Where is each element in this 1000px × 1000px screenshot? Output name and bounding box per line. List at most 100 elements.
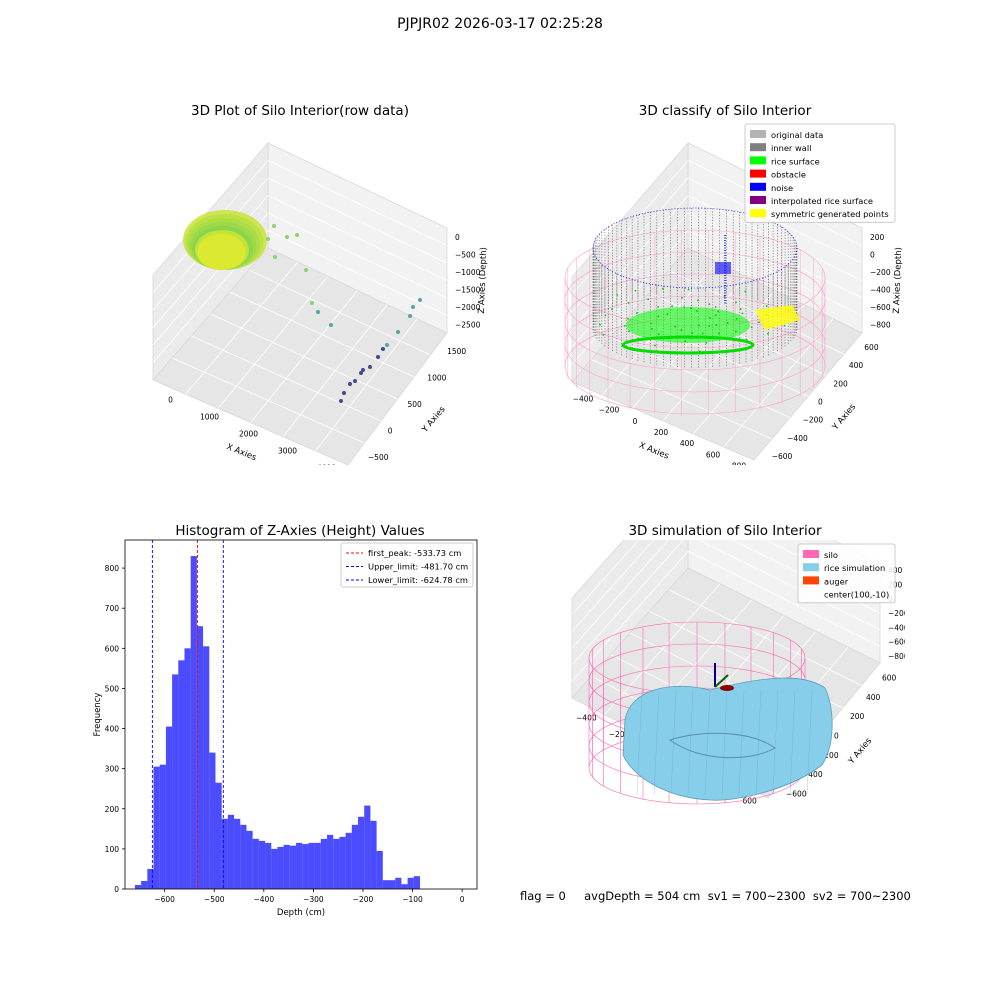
x-tick-label: 600 <box>743 797 758 806</box>
rice-point <box>635 312 638 314</box>
surface-contour <box>668 732 776 759</box>
rice-point <box>708 303 711 306</box>
mesh-line <box>755 689 762 796</box>
grid-line <box>571 540 669 649</box>
y-tick-label: −500 <box>368 453 389 462</box>
data-point <box>385 343 389 347</box>
histogram-bar <box>178 660 185 889</box>
histogram-bar <box>339 836 346 889</box>
x-tick-label: 400 <box>680 439 695 448</box>
mesh-line <box>789 689 796 796</box>
auger-marker <box>720 685 734 691</box>
legend-swatch <box>750 156 766 165</box>
histogram-bar <box>351 824 359 889</box>
rice-point <box>765 305 768 307</box>
histogram-bar <box>413 876 420 889</box>
y-tick-label: −400 <box>802 770 823 779</box>
data-point <box>295 233 299 237</box>
grid-line <box>571 540 684 665</box>
legend-label: noise <box>771 183 793 193</box>
rice-point <box>684 340 687 342</box>
rice-point <box>637 337 640 340</box>
y-tick-label: 0 <box>388 426 393 435</box>
histogram-bar <box>407 877 414 889</box>
z-tick-label: −200 <box>888 609 905 618</box>
z-tick-label: 0 <box>870 250 875 259</box>
rice-point <box>599 323 601 326</box>
mesh-line <box>772 689 779 796</box>
y-tick-label: 400 <box>105 725 120 734</box>
x-tick-label: −600 <box>154 895 175 904</box>
z-tick-label: 200 <box>870 233 885 242</box>
histogram-bar <box>141 880 148 889</box>
data-point <box>353 379 357 383</box>
x-tick-label: −500 <box>204 895 225 904</box>
rice-point <box>698 324 700 327</box>
legend-swatch <box>803 550 819 558</box>
data-point <box>411 305 415 309</box>
grid-line <box>687 195 863 281</box>
x-tick-label: 0 <box>168 396 173 405</box>
rice-point <box>657 305 660 308</box>
panel4-3d-simulation: −400−2000200400600−600−400−2000200400600… <box>571 540 905 806</box>
z-tick-label: −1500 <box>455 285 481 294</box>
x-tick-label: −300 <box>303 895 324 904</box>
rice-point <box>697 299 699 302</box>
mesh-line <box>704 689 711 796</box>
rice-point <box>690 307 692 310</box>
rice-point <box>667 336 670 339</box>
mesh-line <box>738 689 745 796</box>
rice-point <box>602 333 605 336</box>
y-tick-label: 1000 <box>427 374 446 383</box>
z-tick-label: −600 <box>870 303 891 312</box>
rice-point <box>783 324 786 327</box>
legend-label: inner wall <box>771 143 811 153</box>
noise-ring <box>592 207 798 289</box>
legend-label: Lower_limit: -624.78 cm <box>368 575 468 585</box>
grid-line <box>668 589 862 686</box>
legend-label: symmetric generated points <box>771 209 889 219</box>
histogram-bar <box>277 846 284 889</box>
rice-point <box>657 315 660 318</box>
z-tick-label: −800 <box>870 320 891 329</box>
data-point <box>418 298 422 302</box>
y-axis-label: Y Axies <box>830 402 858 433</box>
histogram-bar <box>320 838 328 889</box>
grid-line <box>267 160 448 246</box>
x-axis-label: X Axies <box>225 442 258 463</box>
histogram-bar <box>134 884 142 889</box>
histogram-bar <box>401 884 408 889</box>
legend-label: center(100,-10) <box>824 590 889 600</box>
rice-point <box>671 305 674 308</box>
mesh-line <box>636 689 643 796</box>
rice-point <box>616 294 619 296</box>
grid-line <box>571 160 689 295</box>
surface-cluster <box>183 210 267 270</box>
y-tick-label: −200 <box>818 751 839 760</box>
histogram-bar <box>153 766 160 889</box>
histogram-bar <box>147 868 154 889</box>
x-tick-label: 1000 <box>200 413 219 422</box>
y-tick-label: 400 <box>866 693 881 702</box>
z-tick-label: −400 <box>888 623 905 632</box>
grid-line <box>267 212 448 299</box>
x-tick-label: 200 <box>654 428 669 437</box>
y-tick-label: −400 <box>787 434 808 443</box>
rice-point <box>714 305 717 308</box>
histogram-bar <box>203 646 210 889</box>
legend-label: rice surface <box>771 156 820 166</box>
legend-label: auger <box>824 576 849 586</box>
histogram-bar <box>196 626 204 889</box>
x-tick-label: 2000 <box>239 430 258 439</box>
rice-point <box>739 308 742 310</box>
rice-point <box>695 310 698 312</box>
grid-line <box>697 540 881 631</box>
classify-legend <box>744 123 896 223</box>
x-tick-label: −200 <box>609 730 630 739</box>
data-point <box>339 399 343 403</box>
plot-frame <box>124 539 478 890</box>
legend-label: original data <box>771 130 823 140</box>
legend-swatch <box>750 143 766 152</box>
x-tick-label: 0 <box>460 895 465 904</box>
